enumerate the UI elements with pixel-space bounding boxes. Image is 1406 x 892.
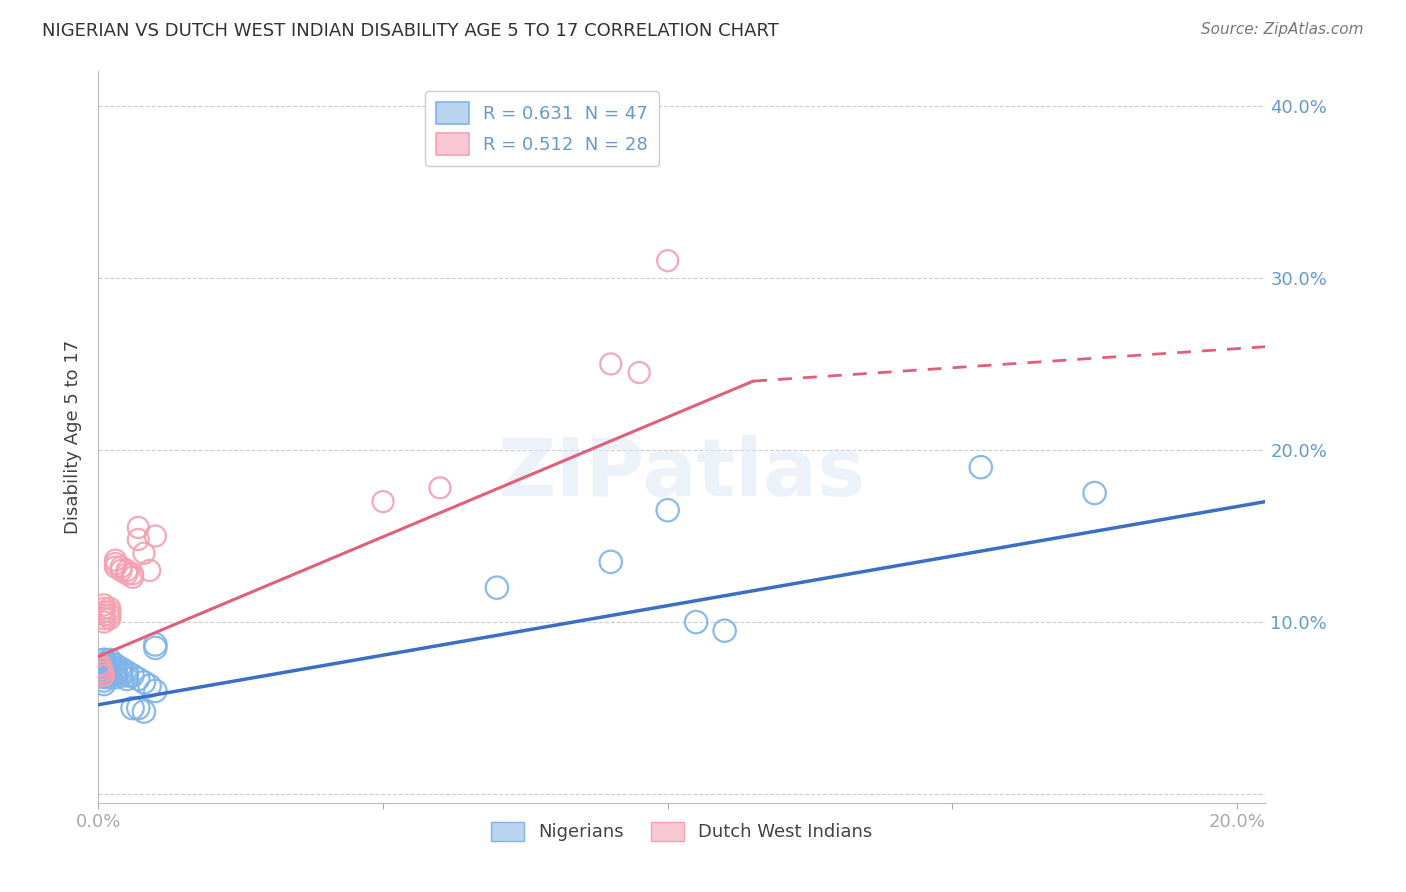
Point (98, 612, 121, 626)
Point (143, 640, 166, 655)
Point (93, 612, 115, 626)
Point (143, 684, 166, 698)
Point (138, 679, 160, 693)
Point (98, 670, 121, 684)
Text: ZIPatlas: ZIPatlas (498, 434, 866, 513)
Point (93, 663, 115, 677)
Point (138, 564, 160, 578)
Point (93, 653, 115, 667)
Point (93, 657, 115, 671)
Point (93, 670, 115, 684)
Point (429, 481, 451, 495)
Point (89, 658, 111, 673)
Point (110, 665, 132, 679)
Point (90, 665, 112, 679)
Point (93, 608, 115, 623)
Point (91, 668, 114, 682)
Point (93, 657, 115, 671)
Point (657, 503, 679, 517)
Point (93, 660, 115, 674)
Point (93, 653, 115, 667)
Point (93, 601, 115, 615)
Point (104, 557, 127, 571)
Point (90, 662, 112, 676)
Point (121, 570, 143, 584)
Point (371, 494, 394, 508)
Point (90, 662, 112, 676)
Point (121, 668, 143, 682)
Point (98, 657, 121, 671)
Point (89, 658, 111, 673)
Point (143, 637, 166, 651)
Point (90, 665, 112, 679)
Point (93, 605, 115, 619)
Point (98, 653, 121, 667)
Y-axis label: Disability Age 5 to 17: Disability Age 5 to 17 (65, 340, 83, 534)
Point (93, 615, 115, 629)
Point (93, 668, 115, 682)
Point (485, 581, 508, 595)
Point (132, 546, 155, 560)
Point (98, 605, 121, 619)
Point (98, 601, 121, 615)
Point (115, 672, 138, 686)
Text: NIGERIAN VS DUTCH WEST INDIAN DISABILITY AGE 5 TO 17 CORRELATION CHART: NIGERIAN VS DUTCH WEST INDIAN DISABILITY… (42, 22, 779, 40)
Point (110, 564, 132, 578)
Point (89, 658, 111, 673)
Point (127, 701, 149, 715)
Point (115, 668, 138, 682)
Point (110, 560, 132, 574)
Point (93, 673, 115, 688)
Point (98, 663, 121, 677)
Point (1084, 486, 1107, 500)
Point (104, 560, 127, 574)
Text: Source: ZipAtlas.com: Source: ZipAtlas.com (1201, 22, 1364, 37)
Point (104, 666, 127, 681)
Point (98, 666, 121, 681)
Point (132, 705, 155, 719)
Point (104, 662, 127, 676)
Point (628, 366, 651, 380)
Point (104, 670, 127, 684)
Point (93, 677, 115, 691)
Point (685, 615, 707, 629)
Point (104, 553, 127, 567)
Point (115, 665, 138, 679)
Point (599, 357, 621, 371)
Point (98, 660, 121, 674)
Point (127, 672, 149, 686)
Point (970, 460, 993, 475)
Point (91, 665, 114, 679)
Point (104, 663, 127, 677)
Point (657, 253, 679, 268)
Point (90, 662, 112, 676)
Legend: Nigerians, Dutch West Indians: Nigerians, Dutch West Indians (484, 814, 880, 848)
Point (127, 520, 149, 534)
Point (89, 658, 111, 673)
Point (121, 566, 143, 581)
Point (90, 662, 112, 676)
Point (599, 555, 621, 569)
Point (91, 668, 114, 682)
Point (110, 668, 132, 682)
Point (115, 564, 138, 578)
Point (93, 598, 115, 612)
Point (110, 662, 132, 676)
Point (93, 666, 115, 681)
Point (104, 658, 127, 673)
Point (127, 533, 149, 547)
Point (121, 701, 143, 715)
Point (115, 566, 138, 581)
Point (98, 608, 121, 623)
Point (132, 675, 155, 690)
Point (143, 529, 166, 543)
Point (93, 668, 115, 682)
Point (713, 624, 735, 638)
Point (91, 665, 114, 679)
